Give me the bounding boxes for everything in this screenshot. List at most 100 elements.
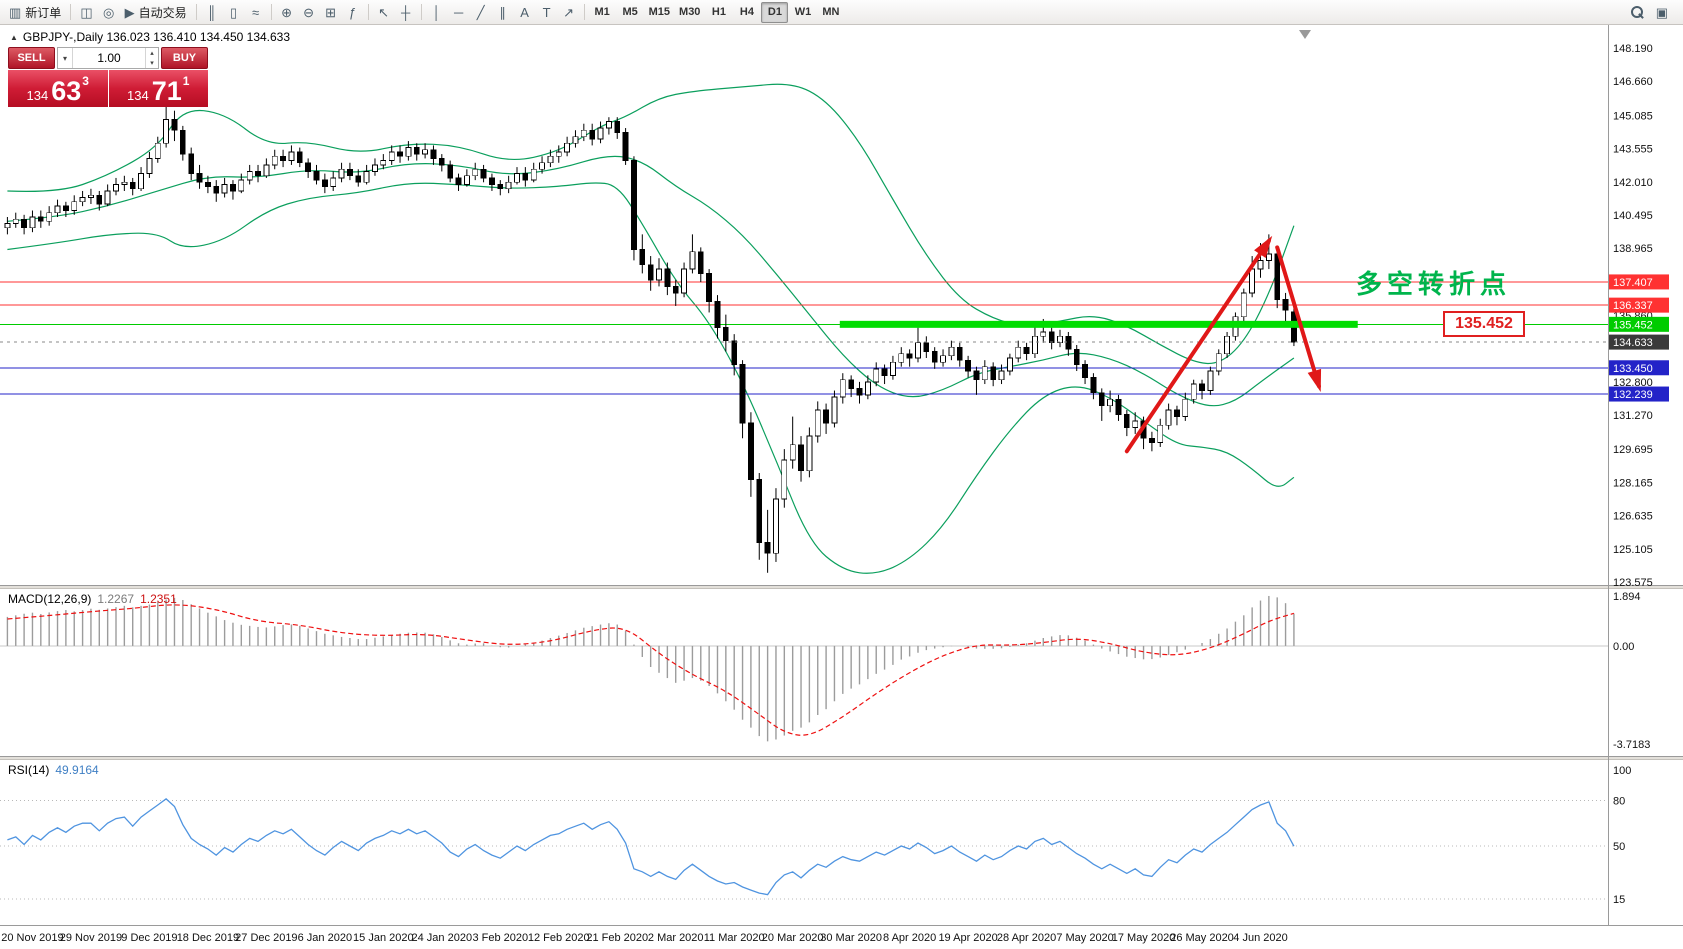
candle-body (614, 121, 621, 133)
volume-spinner[interactable]: ▴ ▾ (145, 48, 158, 68)
candle-body (380, 160, 387, 166)
text-tool-button[interactable]: A (514, 2, 536, 23)
spinner-up-icon[interactable]: ▴ (150, 49, 154, 57)
bollinger-lower (7, 182, 1295, 574)
candle-body (522, 173, 529, 181)
toolbar-right-group: ▣ (1626, 2, 1673, 23)
cursor-button[interactable]: ↖ (373, 2, 395, 23)
text-tool-icon: A (520, 4, 529, 20)
sell-price-button[interactable]: 134 63 3 (8, 70, 108, 107)
timeframe-w1-button[interactable]: W1 (789, 2, 816, 23)
candle-body (355, 175, 362, 183)
buy-price-button[interactable]: 134 71 1 (108, 70, 208, 107)
channel-icon: ∥ (499, 4, 506, 20)
trend-arrow-line (1275, 245, 1321, 389)
candlestick-chart-button[interactable]: ▯ (223, 2, 245, 23)
timeframe-mn-button[interactable]: MN (817, 2, 844, 23)
candle-body (839, 379, 846, 398)
line-chart-button[interactable]: ≈ (245, 2, 267, 23)
candle-body (338, 168, 345, 179)
candle-body (129, 181, 136, 190)
candle-body (689, 251, 696, 270)
indicators-button[interactable]: ƒ (342, 2, 364, 23)
trend-arrow-head (1254, 235, 1273, 259)
candle-body (1073, 348, 1080, 365)
candle-body (296, 151, 303, 164)
candle-body (973, 370, 980, 381)
timeframe-m15-button[interactable]: M15 (645, 2, 674, 23)
volume-input[interactable]: 1.00 (97, 51, 121, 65)
candle-body (672, 286, 679, 294)
candlestick-layer (4, 106, 1297, 573)
line-chart-icon: ≈ (252, 4, 260, 20)
timeframe-m30-button[interactable]: M30 (675, 2, 704, 23)
candle-body (46, 212, 53, 222)
timeframe-d1-button[interactable]: D1 (761, 1, 789, 23)
time-axis-label: 28 Apr 2020 (997, 932, 1056, 944)
time-axis-label: 2 Mar 2020 (648, 932, 704, 944)
buy-price-prefix: 134 (127, 88, 149, 103)
timeframe-m5-button[interactable]: M5 (617, 2, 644, 23)
time-axis-label: 26 May 2020 (1170, 932, 1234, 944)
chart-profile-button[interactable]: ▣ (1651, 2, 1673, 23)
toolbar: ▥ 新订单 ◫ ◎ ▶ 自动交易 ║ ▯ ≈ ⊕ ⊖ ⊞ ƒ ↖ ┼ │ ─ ╱… (0, 0, 1683, 25)
data-window-button[interactable]: ◎ (98, 2, 120, 23)
spinner-down-icon[interactable]: ▾ (150, 59, 154, 67)
candle-body (814, 409, 821, 437)
panel-splitter[interactable] (0, 756, 1683, 760)
auto-trading-icon: ▶ (124, 4, 135, 20)
zoom-out-icon: ⊖ (303, 4, 315, 20)
macd-signal-value: 1.2351 (140, 592, 177, 606)
timeframe-h1-button[interactable]: H1 (705, 2, 732, 23)
search-icon (1630, 5, 1644, 19)
candle-body (163, 118, 170, 144)
timeframe-m1-button[interactable]: M1 (589, 2, 616, 23)
new-order-button[interactable]: ▥ 新订单 (4, 2, 66, 23)
candle-body (280, 155, 286, 161)
candle-body (321, 179, 328, 188)
candle-body (171, 118, 178, 131)
price-axis-label: 142.010 (1613, 177, 1653, 189)
panel-splitter[interactable] (0, 585, 1683, 589)
price-level-callout: 135.452 (1443, 311, 1525, 337)
candle-body (1040, 331, 1047, 337)
volume-dropdown-icon[interactable]: ▾ (58, 48, 73, 68)
label-tool-button[interactable]: T (536, 2, 558, 23)
zoom-out-button[interactable]: ⊖ (298, 2, 320, 23)
profiles-button[interactable]: ◫ (75, 2, 97, 23)
crosshair-button[interactable]: ┼ (395, 2, 417, 23)
price-axis[interactable]: 148.190 146.660 145.085 143.555 142.010 140.4… (1608, 25, 1670, 925)
candle-body (1132, 420, 1139, 428)
trade-panel-toggle-icon[interactable]: ▲ (10, 32, 18, 42)
buy-button[interactable]: BUY (161, 47, 208, 69)
candle-body (54, 205, 61, 214)
channel-button[interactable]: ∥ (492, 2, 514, 23)
crosshair-icon: ┼ (401, 4, 411, 20)
price-axis-label: 129.695 (1613, 444, 1653, 456)
vertical-line-icon: │ (432, 4, 441, 20)
macd-header: MACD(12,26,9) 1.2267 1.2351 (8, 592, 177, 606)
tile-windows-button[interactable]: ⊞ (320, 2, 342, 23)
zoom-in-icon: ⊕ (281, 4, 293, 20)
candle-body (831, 396, 838, 424)
candle-body (514, 173, 520, 183)
candle-body (1207, 370, 1214, 391)
sell-button[interactable]: SELL (8, 47, 55, 69)
arrows-tool-button[interactable]: ↗ (558, 2, 580, 23)
candle-body (221, 184, 228, 194)
horizontal-line-button[interactable]: ─ (448, 2, 470, 23)
vertical-line-button[interactable]: │ (426, 2, 448, 23)
sell-price-pips: 63 (51, 76, 82, 107)
auto-trading-button[interactable]: ▶ 自动交易 (120, 2, 192, 23)
trendline-button[interactable]: ╱ (470, 2, 492, 23)
timeframe-h4-button[interactable]: H4 (733, 2, 760, 23)
price-tag-label: 132.239 (1613, 389, 1653, 401)
price-axis-label: 143.555 (1613, 144, 1653, 156)
zoom-in-button[interactable]: ⊕ (276, 2, 298, 23)
bar-chart-button[interactable]: ║ (201, 2, 223, 23)
candle-body (438, 158, 445, 166)
time-axis-label: 9 Dec 2019 (121, 932, 177, 944)
search-button[interactable] (1626, 2, 1649, 23)
